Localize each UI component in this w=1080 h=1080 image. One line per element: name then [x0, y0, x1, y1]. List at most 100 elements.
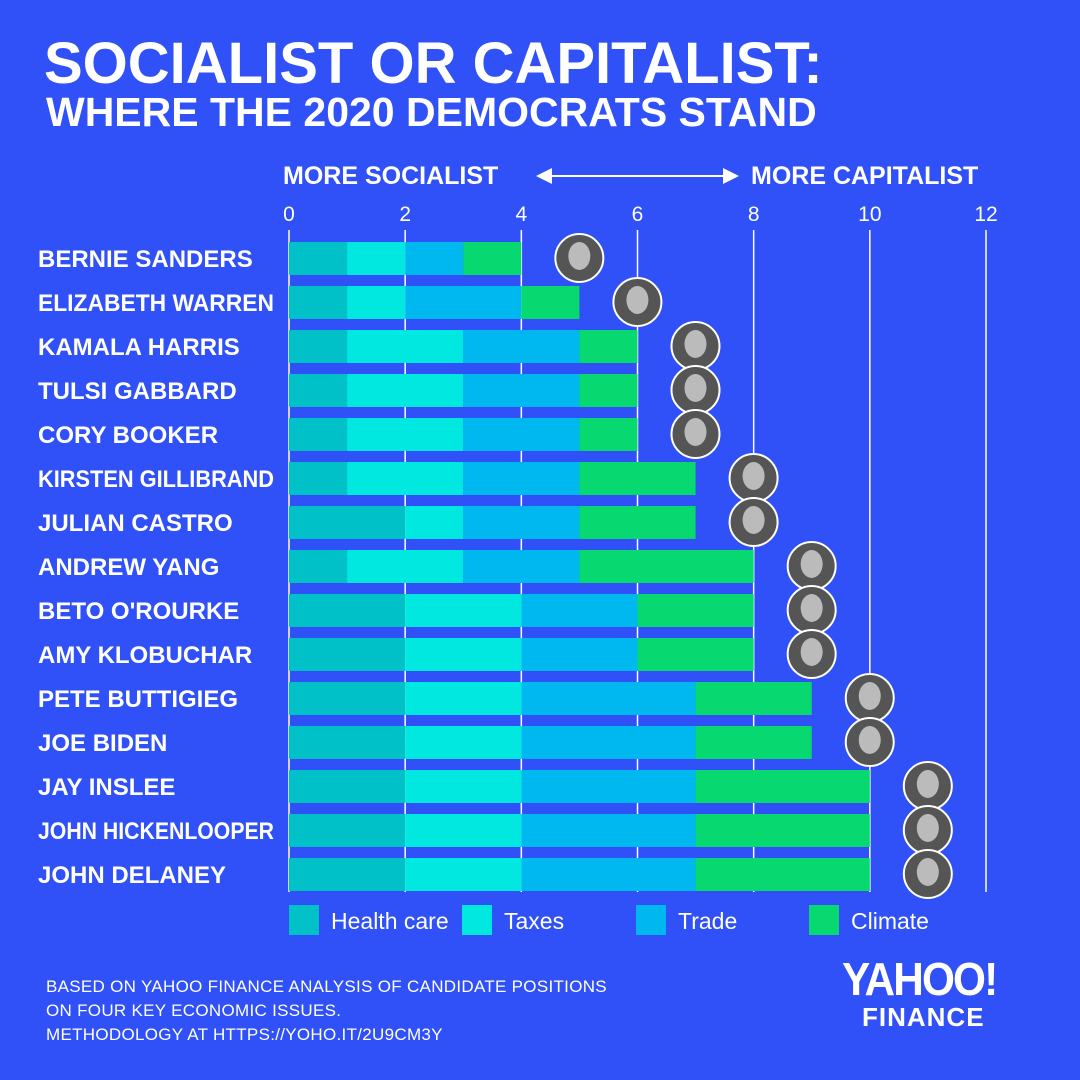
x-tick-label: 12 — [974, 203, 997, 226]
x-tick-label: 2 — [399, 203, 411, 226]
bar-segment-health-care — [289, 506, 406, 539]
legend-swatch — [636, 905, 666, 935]
bar-segment-taxes — [347, 286, 406, 319]
chart-subtitle: WHERE THE 2020 DEMOCRATS STAND — [46, 89, 817, 135]
x-tick-label: 6 — [632, 203, 644, 226]
candidate-face — [742, 506, 765, 534]
candidate-face — [800, 550, 823, 578]
legend-label: Health care — [331, 908, 449, 934]
legend-label: Trade — [678, 908, 737, 934]
bar-segment-climate — [637, 594, 754, 627]
footnote-line: BASED ON YAHOO FINANCE ANALYSIS OF CANDI… — [46, 977, 607, 996]
bar-segment-taxes — [347, 330, 464, 363]
legend-label: Climate — [851, 908, 929, 934]
candidate-label: ELIZABETH WARREN — [38, 290, 274, 317]
bar-segment-trade — [521, 770, 696, 803]
candidate-label: AMY KLOBUCHAR — [38, 642, 252, 669]
bar-segment-climate — [579, 506, 696, 539]
bar-segment-trade — [521, 726, 696, 759]
bar-segment-health-care — [289, 286, 348, 319]
bar-segment-taxes — [405, 506, 464, 539]
candidate-face — [858, 726, 881, 754]
bar-segment-health-care — [289, 330, 348, 363]
candidate-face — [568, 242, 591, 270]
bar-segment-trade — [463, 330, 580, 363]
bar-segment-taxes — [347, 462, 464, 495]
candidate-label: TULSI GABBARD — [38, 378, 237, 405]
bar-segment-health-care — [289, 682, 406, 715]
footnote-line: METHODOLOGY AT HTTPS://YOHO.IT/2U9CM3Y — [46, 1025, 443, 1044]
bar-segment-climate — [579, 330, 638, 363]
finance-logo: FINANCE — [862, 1002, 985, 1032]
candidate-label: BETO O'ROURKE — [38, 598, 239, 625]
bar-segment-climate — [695, 858, 870, 891]
bar-segment-health-care — [289, 726, 406, 759]
more-capitalist-label: MORE CAPITALIST — [751, 162, 979, 190]
candidate-face — [858, 682, 881, 710]
bar-segment-taxes — [347, 550, 464, 583]
footnote-line: ON FOUR KEY ECONOMIC ISSUES. — [46, 1001, 342, 1020]
x-tick-label: 0 — [283, 203, 295, 226]
candidate-label: KIRSTEN GILLIBRAND — [38, 466, 274, 493]
bar-segment-health-care — [289, 594, 406, 627]
bar-segment-taxes — [405, 682, 522, 715]
bar-segment-climate — [463, 242, 522, 275]
bar-segment-trade — [521, 638, 638, 671]
candidate-label: PETE BUTTIGIEG — [38, 686, 238, 713]
candidate-label: JOHN DELANEY — [38, 862, 226, 889]
bar-segment-health-care — [289, 462, 348, 495]
bar-segment-climate — [579, 550, 754, 583]
double-arrow-icon — [536, 168, 739, 184]
footnote: BASED ON YAHOO FINANCE ANALYSIS OF CANDI… — [46, 975, 607, 1047]
yahoo-logo: YAHOO! — [842, 953, 998, 1005]
bar-segment-climate — [695, 814, 870, 847]
bar-segment-trade — [521, 682, 696, 715]
bar-segment-trade — [521, 814, 696, 847]
candidate-face — [684, 330, 707, 358]
x-tick-label: 10 — [858, 203, 881, 226]
bar-segment-taxes — [405, 638, 522, 671]
legend-label: Taxes — [504, 908, 564, 934]
bar-segment-health-care — [289, 814, 406, 847]
bar-segment-trade — [463, 506, 580, 539]
bar-segment-trade — [463, 374, 580, 407]
bar-segment-taxes — [405, 858, 522, 891]
bar-segment-trade — [521, 858, 696, 891]
bar-segment-health-care — [289, 770, 406, 803]
bar-segment-trade — [521, 594, 638, 627]
bar-segment-health-care — [289, 638, 406, 671]
candidate-face — [916, 858, 939, 886]
bar-segment-taxes — [405, 814, 522, 847]
bar-segment-taxes — [347, 418, 464, 451]
bar-segment-trade — [405, 286, 522, 319]
bar-segment-health-care — [289, 374, 348, 407]
bar-segment-trade — [463, 418, 580, 451]
bar-segment-taxes — [405, 770, 522, 803]
bar-segment-taxes — [405, 594, 522, 627]
bar-segment-taxes — [347, 374, 464, 407]
candidate-label: KAMALA HARRIS — [38, 334, 240, 361]
candidate-face — [684, 418, 707, 446]
bar-segment-health-care — [289, 550, 348, 583]
bar-segment-taxes — [347, 242, 406, 275]
bar-segment-trade — [463, 550, 580, 583]
candidate-face — [684, 374, 707, 402]
bar-segment-health-care — [289, 418, 348, 451]
legend-swatch — [809, 905, 839, 935]
x-tick-label: 4 — [515, 203, 527, 226]
more-socialist-label: MORE SOCIALIST — [283, 162, 499, 190]
legend-swatch — [462, 905, 492, 935]
bar-segment-climate — [695, 770, 870, 803]
candidate-face — [800, 594, 823, 622]
candidate-label: CORY BOOKER — [38, 422, 218, 449]
legend-swatch — [289, 905, 319, 935]
bar-segment-climate — [579, 374, 638, 407]
bar-segment-trade — [463, 462, 580, 495]
bar-segment-taxes — [405, 726, 522, 759]
bar-segment-health-care — [289, 242, 348, 275]
bar-segment-climate — [695, 682, 812, 715]
candidate-face — [626, 286, 649, 314]
bar-segment-climate — [579, 462, 696, 495]
candidate-label: JOE BIDEN — [38, 730, 167, 757]
